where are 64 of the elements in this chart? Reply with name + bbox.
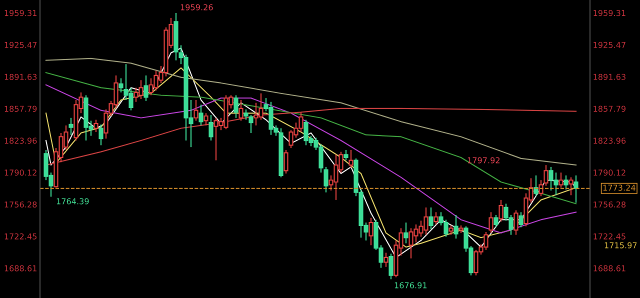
candlestick <box>284 149 288 174</box>
candlestick <box>118 78 124 93</box>
annotation: 1959.26 <box>180 4 213 10</box>
y-tick-label: 1891.63 <box>4 74 37 80</box>
y2-tick-label: 1722.45 <box>594 233 626 240</box>
y-tick-label: 1722.45 <box>4 233 37 240</box>
candlestick <box>488 212 494 234</box>
annotation: 1764.39 <box>56 198 89 204</box>
candlestick <box>544 164 548 186</box>
candlestick <box>574 174 578 204</box>
candlestick <box>448 224 454 236</box>
annotation: 1797.92 <box>468 157 500 164</box>
candlestick <box>198 104 204 126</box>
candlestick <box>454 214 458 240</box>
y2-tick-label: 1925.47 <box>594 42 626 48</box>
candlestick <box>204 112 208 126</box>
candlestick <box>144 74 148 102</box>
candlestick <box>558 172 564 188</box>
candlestick <box>384 252 388 268</box>
y2-tick-label: 1790.12 <box>594 170 626 176</box>
candlestick <box>564 174 568 190</box>
annotation: 1676.91 <box>394 282 427 288</box>
candlestick <box>568 176 574 196</box>
candlestick <box>368 217 374 246</box>
candlestick <box>248 114 254 134</box>
candlestick <box>238 99 244 122</box>
candlestick <box>494 214 498 228</box>
candlestick <box>208 114 214 142</box>
candlestick <box>98 124 104 146</box>
candlestick <box>348 149 354 168</box>
candlestick <box>404 222 408 244</box>
candlestick <box>534 174 538 197</box>
line-series <box>45 84 577 234</box>
y-tick-label: 1925.47 <box>4 42 37 48</box>
y-tick-label: 1790.12 <box>4 170 36 176</box>
y-tick-label: 1688.61 <box>4 265 36 272</box>
candlestick <box>68 117 74 136</box>
candlestick <box>518 212 524 228</box>
candlestick <box>324 166 328 193</box>
y2-tick-label: 1688.61 <box>594 265 626 272</box>
candlestick <box>94 119 98 133</box>
y-tick-label: 1959.31 <box>4 10 36 16</box>
candlestick <box>344 149 348 161</box>
candlestick <box>234 94 238 118</box>
y-tick-label: 1857.79 <box>4 106 37 112</box>
candlestick <box>428 206 434 230</box>
candlestick <box>194 99 198 122</box>
ref-line-label: 1773.24 <box>603 184 636 191</box>
candlestick <box>434 212 438 225</box>
candlestick <box>538 180 544 197</box>
y2-tick-label: 1823.96 <box>594 138 626 144</box>
candlestick <box>388 253 394 280</box>
y-tick-label: 1756.28 <box>4 201 37 208</box>
line-series <box>45 58 577 166</box>
text: 1715.97 <box>604 242 637 248</box>
candlestick <box>244 108 248 120</box>
candlestick <box>514 210 518 236</box>
candlestick <box>498 199 504 222</box>
y2-tick-label: 1756.28 <box>594 201 626 208</box>
y2-tick-label: 1857.79 <box>594 106 626 112</box>
y2-tick-label: 1959.31 <box>594 10 626 16</box>
line-series <box>45 72 577 204</box>
y2-tick-label: 1891.63 <box>594 74 626 80</box>
y-tick-label: 1823.96 <box>4 138 37 144</box>
